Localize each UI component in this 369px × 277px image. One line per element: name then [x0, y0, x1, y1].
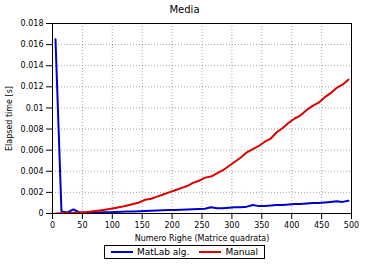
svg-text:0.004: 0.004: [21, 167, 44, 176]
svg-text:150: 150: [135, 221, 150, 230]
svg-text:0: 0: [38, 209, 43, 218]
svg-text:Numero Righe (Matrice quadrata: Numero Righe (Matrice quadrata): [135, 234, 270, 243]
svg-text:0.016: 0.016: [21, 40, 44, 49]
svg-text:400: 400: [284, 221, 299, 230]
svg-text:100: 100: [105, 221, 120, 230]
svg-text:0.014: 0.014: [21, 61, 44, 70]
svg-text:500: 500: [344, 221, 359, 230]
svg-text:0.012: 0.012: [21, 82, 44, 91]
svg-text:0.002: 0.002: [21, 188, 44, 197]
html-text:MatLab alg.: MatLab alg.: [136, 247, 190, 257]
html-text:Manual: Manual: [225, 247, 259, 257]
html-text:Media: Media: [169, 4, 200, 15]
svg-text:0.006: 0.006: [21, 146, 44, 155]
svg-text:0.008: 0.008: [21, 125, 44, 134]
svg-text:250: 250: [194, 221, 209, 230]
svg-text:300: 300: [224, 221, 239, 230]
svg-text:200: 200: [164, 221, 179, 230]
svg-text:50: 50: [77, 221, 87, 230]
svg-text:0.01: 0.01: [26, 104, 44, 113]
svg-text:0.018: 0.018: [21, 19, 44, 28]
svg-text:0: 0: [50, 221, 55, 230]
svg-text:350: 350: [254, 221, 269, 230]
svg-text:450: 450: [314, 221, 329, 230]
svg-text:Elapsed time [s]: Elapsed time [s]: [5, 86, 14, 151]
